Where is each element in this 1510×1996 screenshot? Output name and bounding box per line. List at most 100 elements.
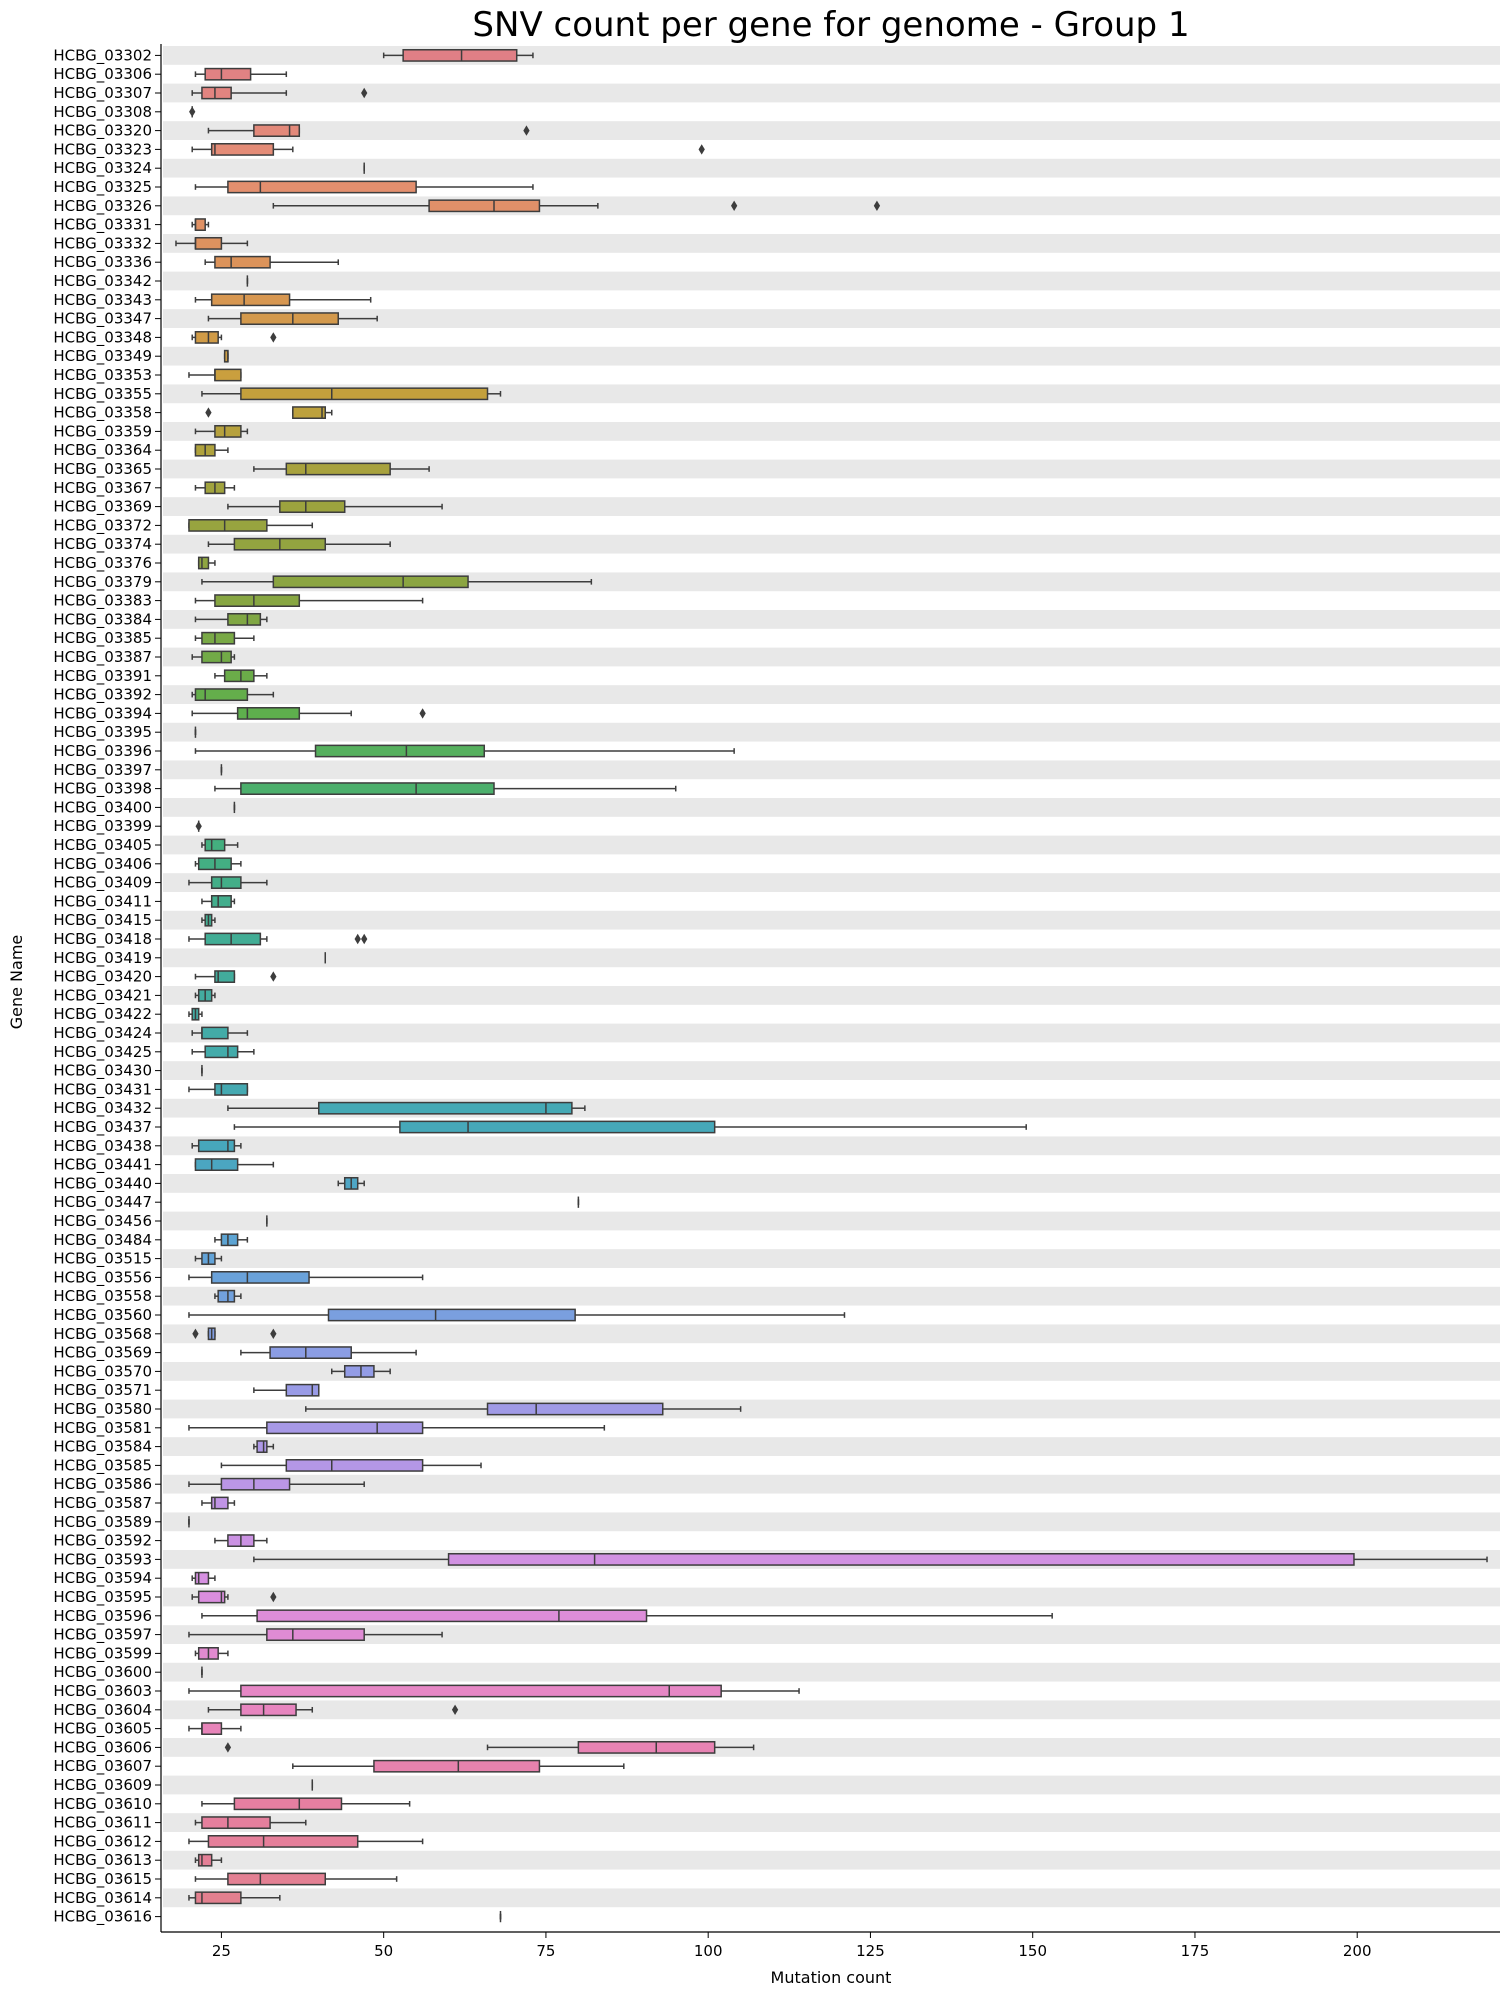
row-stripe bbox=[163, 986, 1500, 1005]
iqr-box bbox=[210, 143, 275, 156]
box-series bbox=[175, 49, 1488, 1923]
row-stripe bbox=[163, 1738, 1500, 1757]
iqr-box bbox=[240, 1684, 722, 1698]
iqr-box bbox=[217, 1289, 236, 1303]
gene-box bbox=[207, 312, 378, 325]
iqr-box bbox=[194, 1158, 239, 1171]
y-tick-label: HCBG_03421 bbox=[53, 986, 152, 1005]
y-tick-label: HCBG_03420 bbox=[53, 968, 152, 987]
gene-box bbox=[194, 857, 242, 871]
iqr-box bbox=[204, 1045, 239, 1059]
iqr-box bbox=[194, 1571, 210, 1585]
row-stripe bbox=[163, 873, 1500, 892]
gene-box bbox=[191, 143, 705, 156]
gene-box bbox=[194, 594, 424, 607]
y-tick-label: HCBG_03398 bbox=[53, 780, 152, 799]
x-tick-label: 175 bbox=[1181, 1942, 1210, 1960]
gene-box bbox=[207, 124, 530, 137]
row-stripe bbox=[163, 910, 1500, 930]
y-tick-label: HCBG_03391 bbox=[53, 667, 152, 686]
y-tick-label: HCBG_03568 bbox=[53, 1325, 152, 1344]
y-tick-label: HCBG_03581 bbox=[53, 1419, 152, 1438]
y-tick-label: HCBG_03599 bbox=[53, 1644, 152, 1663]
y-tick-label: HCBG_03594 bbox=[53, 1569, 152, 1588]
iqr-box bbox=[197, 1139, 236, 1153]
x-tick-label: 75 bbox=[536, 1942, 555, 1960]
iqr-box bbox=[214, 970, 236, 983]
y-tick-label: HCBG_03384 bbox=[53, 610, 152, 629]
row-stripe bbox=[163, 346, 1500, 366]
y-tick-label: HCBG_03589 bbox=[53, 1513, 152, 1532]
iqr-box bbox=[201, 1026, 229, 1040]
gene-box bbox=[201, 838, 239, 852]
gene-box bbox=[195, 820, 202, 832]
y-tick-label: HCBG_03392 bbox=[53, 686, 152, 705]
iqr-box bbox=[227, 180, 417, 194]
row-stripe bbox=[163, 1775, 1500, 1795]
gene-box bbox=[201, 1797, 411, 1811]
gene-box bbox=[204, 255, 339, 269]
x-axis: 25 50 75 100 125 150 175 200 bbox=[161, 1931, 1500, 1960]
iqr-box bbox=[227, 613, 262, 626]
row-stripe bbox=[163, 835, 1500, 855]
row-stripe bbox=[163, 1474, 1500, 1494]
iqr-box bbox=[256, 1609, 648, 1623]
y-tick-label: HCBG_03580 bbox=[53, 1400, 152, 1419]
y-tick-label: HCBG_03597 bbox=[53, 1626, 152, 1645]
y-tick-label: HCBG_03406 bbox=[53, 855, 152, 874]
y-tick-label: HCBG_03385 bbox=[53, 629, 152, 648]
outlier-point bbox=[451, 1704, 459, 1715]
y-tick-label: HCBG_03395 bbox=[53, 723, 152, 742]
gene-box bbox=[292, 1759, 625, 1773]
y-tick-label: HCBG_03613 bbox=[53, 1851, 152, 1870]
iqr-box bbox=[256, 1440, 268, 1453]
y-tick-label: HCBG_03422 bbox=[53, 1005, 152, 1024]
iqr-box bbox=[373, 1759, 541, 1773]
row-stripe bbox=[163, 1286, 1500, 1306]
gene-box bbox=[191, 1045, 255, 1059]
iqr-box bbox=[402, 49, 518, 62]
gene-box bbox=[191, 688, 275, 701]
gene-box bbox=[191, 331, 277, 344]
gene-box bbox=[305, 1402, 742, 1416]
x-axis-label: Mutation count bbox=[771, 1968, 892, 1987]
gene-box bbox=[253, 1383, 320, 1397]
gene-box bbox=[188, 1421, 606, 1435]
row-stripe bbox=[163, 722, 1500, 742]
gene-box bbox=[214, 669, 268, 683]
y-tick-label: HCBG_03432 bbox=[53, 1099, 152, 1118]
gene-box bbox=[194, 613, 268, 626]
y-tick-label: HCBG_03558 bbox=[53, 1287, 152, 1306]
iqr-box bbox=[201, 650, 232, 664]
gene-box bbox=[175, 237, 249, 250]
iqr-box bbox=[236, 707, 301, 720]
row-stripe bbox=[163, 1362, 1500, 1381]
row-stripe bbox=[163, 534, 1500, 554]
y-tick-label: HCBG_03438 bbox=[53, 1137, 152, 1156]
gene-box bbox=[194, 1853, 223, 1867]
row-stripe bbox=[163, 121, 1500, 140]
y-tick-label: HCBG_03614 bbox=[53, 1889, 152, 1908]
y-tick-label: HCBG_03399 bbox=[53, 817, 152, 836]
gene-box bbox=[194, 1158, 275, 1171]
y-tick-label: HCBG_03307 bbox=[53, 84, 152, 103]
iqr-box bbox=[447, 1553, 1355, 1566]
y-tick-label: HCBG_03607 bbox=[53, 1757, 152, 1776]
row-stripe bbox=[163, 1211, 1500, 1231]
y-axis-label: Gene Name bbox=[7, 935, 26, 1030]
row-stripe bbox=[163, 1136, 1500, 1156]
iqr-box bbox=[197, 1590, 226, 1604]
gene-box bbox=[194, 1872, 398, 1886]
row-stripe bbox=[163, 1587, 1500, 1607]
y-tick-label: HCBG_03359 bbox=[53, 422, 152, 441]
outlier-point bbox=[698, 144, 705, 155]
row-stripe bbox=[163, 1850, 1500, 1870]
gene-box bbox=[214, 1289, 242, 1303]
outlier-point bbox=[270, 1328, 277, 1339]
iqr-box bbox=[220, 1233, 239, 1247]
gene-box bbox=[214, 782, 677, 795]
gene-box bbox=[191, 707, 426, 720]
gene-box bbox=[191, 650, 236, 664]
iqr-box bbox=[253, 124, 301, 137]
